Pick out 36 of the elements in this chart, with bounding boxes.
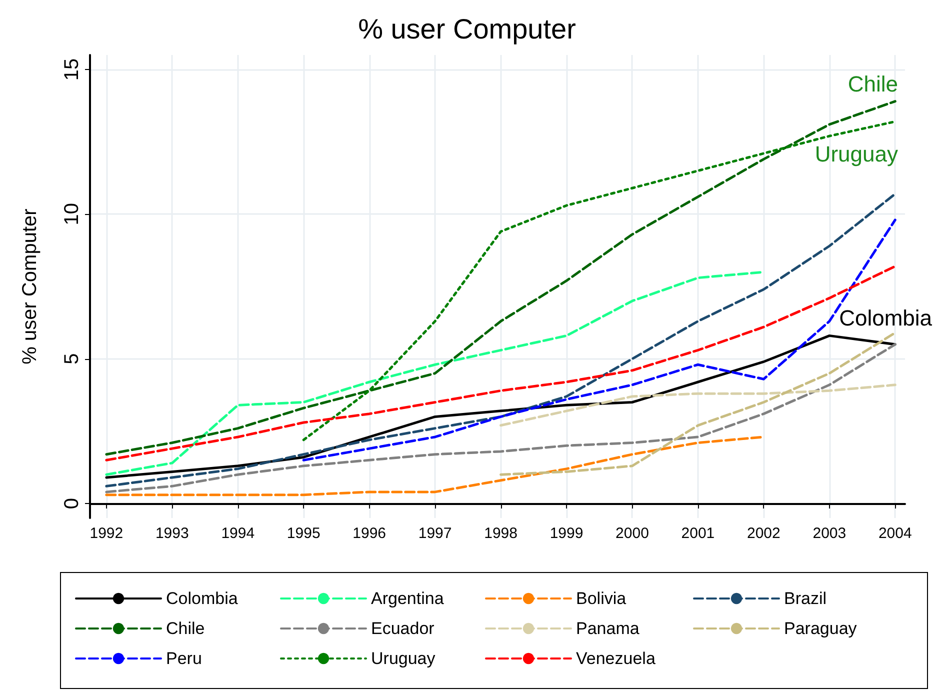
x-tick-label: 1996 xyxy=(352,525,386,542)
y-tick-label: 10 xyxy=(61,203,83,226)
legend-label: Argentina xyxy=(371,589,444,608)
x-tick-label: 1995 xyxy=(286,525,320,542)
x-tick-label: 1999 xyxy=(550,525,584,542)
x-tick-label: 1994 xyxy=(221,525,255,542)
legend-label: Chile xyxy=(166,619,205,638)
legend-label: Panama xyxy=(576,619,640,638)
x-tick-label: 1997 xyxy=(418,525,452,542)
legend-label: Venezuela xyxy=(576,649,656,668)
line-series xyxy=(105,436,765,496)
x-tick-label: 2001 xyxy=(681,525,715,542)
annotation: Chile xyxy=(848,72,898,96)
legend-label: Peru xyxy=(166,649,202,668)
x-tick-label: 2000 xyxy=(616,525,649,542)
line-series xyxy=(500,332,896,476)
legend-label: Bolivia xyxy=(576,589,627,608)
x-tick-label: 1998 xyxy=(484,525,518,542)
x-tick-label: 2003 xyxy=(812,525,846,542)
annotation: Colombia xyxy=(839,306,933,330)
annotation: Uruguay xyxy=(814,142,898,166)
y-tick-label: 0 xyxy=(61,498,83,510)
legend-label: Brazil xyxy=(784,589,827,608)
x-tick-label: 2002 xyxy=(747,525,780,542)
legend-label: Paraguay xyxy=(784,619,858,638)
y-tick-label: 15 xyxy=(61,58,83,81)
x-tick-label: 1992 xyxy=(90,525,124,542)
chart-title: % user Computer xyxy=(358,14,576,44)
legend-label: Uruguay xyxy=(371,649,436,668)
x-tick-label: 2004 xyxy=(878,525,912,542)
legend-label: Colombia xyxy=(166,589,238,608)
y-tick-label: 5 xyxy=(61,353,83,364)
line-series xyxy=(500,384,896,427)
legend-label: Ecuador xyxy=(371,619,435,638)
x-tick-label: 1993 xyxy=(155,525,189,542)
y-axis-title: % user Computer xyxy=(19,208,41,364)
